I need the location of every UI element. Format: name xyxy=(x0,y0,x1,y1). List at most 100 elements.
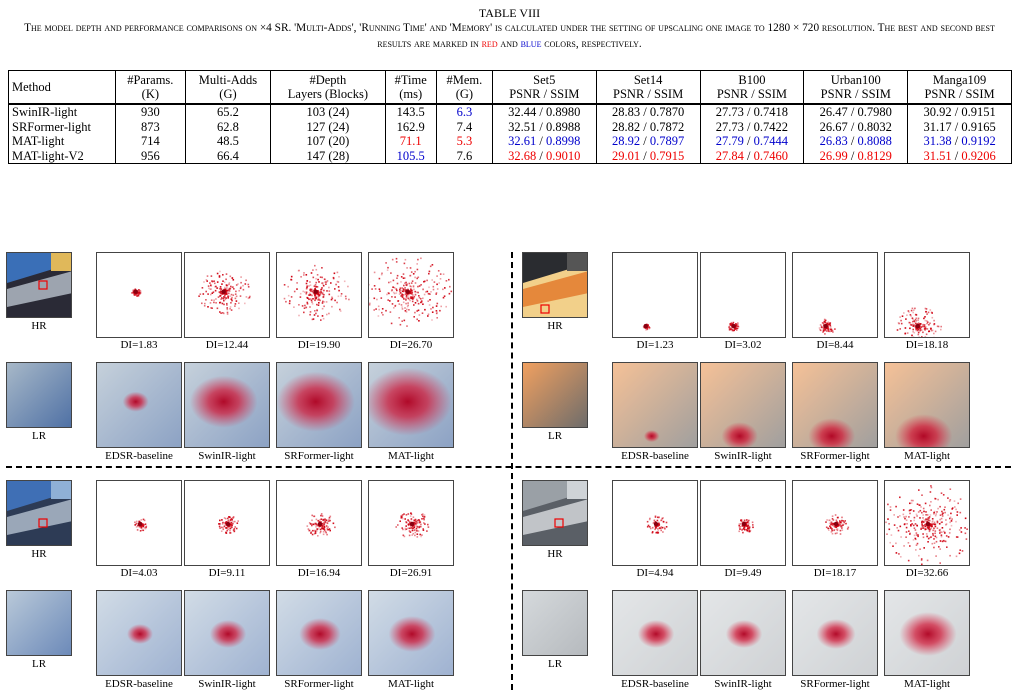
method-label: SwinIR-light xyxy=(198,450,256,462)
lam-panel: HRLRLAMAttributionArea ofContributionDI=… xyxy=(6,480,501,690)
cell-time: 143.5 xyxy=(384,103,437,120)
lam-attribution-map xyxy=(96,252,182,338)
lam-attribution-map xyxy=(700,480,786,566)
cell-time: 71.1 xyxy=(384,134,437,149)
lam-panel: HRLRLAMAttributionArea ofContributionDI=… xyxy=(522,252,1017,462)
lam-attribution-map xyxy=(96,480,182,566)
di-value: DI=8.44 xyxy=(816,339,854,351)
comparison-table: Method #Params. (K) Multi-Adds (G) #Depth L… xyxy=(8,70,1012,164)
lam-attribution-map xyxy=(276,252,362,338)
method-label: EDSR-baseline xyxy=(105,678,173,690)
lam-attribution-map xyxy=(184,480,270,566)
area-of-contribution-map xyxy=(96,590,182,676)
cell-score: 27.84 / 0.7460 xyxy=(699,148,805,164)
cell-score: 26.67 / 0.8032 xyxy=(803,119,909,134)
cell-mem: 7.6 xyxy=(435,148,493,164)
lam-attribution-map xyxy=(792,252,878,338)
area-of-contribution-map xyxy=(184,590,270,676)
method-label: MAT-light xyxy=(387,678,435,690)
lam-attribution-map xyxy=(612,252,698,338)
cell-score: 31.38 / 0.9192 xyxy=(907,134,1012,149)
di-value: DI=12.44 xyxy=(205,339,249,351)
table-row: MAT-light-V2 956 66.4 147 (28) 105.5 7.6 32.68… xyxy=(8,148,1012,164)
lr-image xyxy=(522,362,588,428)
lam-attribution-map xyxy=(612,480,698,566)
di-value: DI=1.83 xyxy=(120,339,158,351)
di-value: DI=18.18 xyxy=(905,339,949,351)
cell-score: 26.47 / 0.7980 xyxy=(803,103,909,120)
area-of-contribution-map xyxy=(184,362,270,448)
method-label: SRFormer-light xyxy=(284,678,354,690)
table-title: TABLE VIII xyxy=(478,6,541,20)
cell-score: 28.92 / 0.7897 xyxy=(595,134,701,149)
cell-time: 105.5 xyxy=(384,148,437,164)
di-value: DI=32.66 xyxy=(905,567,949,579)
method-label: MAT-light xyxy=(387,450,435,462)
cell-method: SwinIR-light xyxy=(8,103,116,120)
table-caption: The model depth and performance comparis… xyxy=(24,22,995,50)
header-urban100: Urban100 PSNR / SSIM xyxy=(803,70,909,105)
lr-label: LR xyxy=(547,430,563,442)
di-value: DI=18.17 xyxy=(813,567,857,579)
di-value: DI=4.94 xyxy=(636,567,674,579)
method-label: SwinIR-light xyxy=(714,678,772,690)
area-of-contribution-map xyxy=(276,590,362,676)
lam-attribution-map xyxy=(276,480,362,566)
header-method: Method xyxy=(8,70,116,105)
method-label: SRFormer-light xyxy=(800,450,870,462)
area-of-contribution-map xyxy=(884,362,970,448)
method-label: SRFormer-light xyxy=(800,678,870,690)
horizontal-dashed-separator xyxy=(6,466,1011,468)
di-value: DI=9.49 xyxy=(724,567,762,579)
cell-params: 714 xyxy=(115,134,186,149)
hr-label: HR xyxy=(547,548,563,560)
area-of-contribution-map xyxy=(700,590,786,676)
table-row: MAT-light 714 48.5 107 (20) 71.1 5.3 32.61 / 0… xyxy=(8,134,1012,149)
header-mem: #Mem. (G) xyxy=(435,70,493,105)
cell-score: 32.61 / 0.8998 xyxy=(491,134,597,149)
cell-score: 26.83 / 0.8088 xyxy=(803,134,909,149)
cell-score: 32.68 / 0.9010 xyxy=(491,148,597,164)
lr-image xyxy=(522,590,588,656)
cell-depth: 103 (24) xyxy=(270,103,386,120)
area-of-contribution-map xyxy=(700,362,786,448)
hr-image xyxy=(522,480,588,546)
di-value: DI=19.90 xyxy=(297,339,341,351)
di-value: DI=16.94 xyxy=(297,567,341,579)
header-manga109: Manga109 PSNR / SSIM xyxy=(907,70,1012,105)
lam-attribution-map xyxy=(884,252,970,338)
method-label: SwinIR-light xyxy=(198,678,256,690)
area-of-contribution-map xyxy=(792,362,878,448)
lam-attribution-map xyxy=(184,252,270,338)
lam-attribution-map xyxy=(368,252,454,338)
cell-multiadds: 65.2 xyxy=(184,103,272,120)
cell-depth: 107 (20) xyxy=(270,134,386,149)
cell-depth: 127 (24) xyxy=(270,119,386,134)
cell-params: 956 xyxy=(115,148,186,164)
lam-panel: HRLRLAMAttributionArea ofContributionDI=… xyxy=(522,480,1017,690)
method-label: SwinIR-light xyxy=(714,450,772,462)
table-row: SRFormer-light 873 62.8 127 (24) 162.9 7.4 32.… xyxy=(8,119,1012,134)
cell-score: 27.73 / 0.7422 xyxy=(699,119,805,134)
hr-image xyxy=(6,252,72,318)
hr-label: HR xyxy=(547,320,563,332)
header-set14: Set14 PSNR / SSIM xyxy=(595,70,701,105)
area-of-contribution-map xyxy=(276,362,362,448)
lam-attribution-map xyxy=(884,480,970,566)
header-params: #Params. (K) xyxy=(115,70,186,105)
area-of-contribution-map xyxy=(612,590,698,676)
cell-mem: 5.3 xyxy=(435,134,493,149)
cell-score: 29.01 / 0.7915 xyxy=(595,148,701,164)
cell-method: MAT-light xyxy=(8,134,116,149)
table-row: SwinIR-light 930 65.2 103 (24) 143.5 6.3 32.44… xyxy=(8,103,1012,120)
method-label: EDSR-baseline xyxy=(621,450,689,462)
lam-panel: HRLRLAMAttributionArea ofContributionDI=… xyxy=(6,252,501,462)
lam-attribution-map xyxy=(368,480,454,566)
di-value: DI=9.11 xyxy=(208,567,246,579)
method-label: SRFormer-light xyxy=(284,450,354,462)
cell-multiadds: 66.4 xyxy=(184,148,272,164)
cell-multiadds: 62.8 xyxy=(184,119,272,134)
method-label: EDSR-baseline xyxy=(105,450,173,462)
hr-label: HR xyxy=(31,548,47,560)
area-of-contribution-map xyxy=(612,362,698,448)
